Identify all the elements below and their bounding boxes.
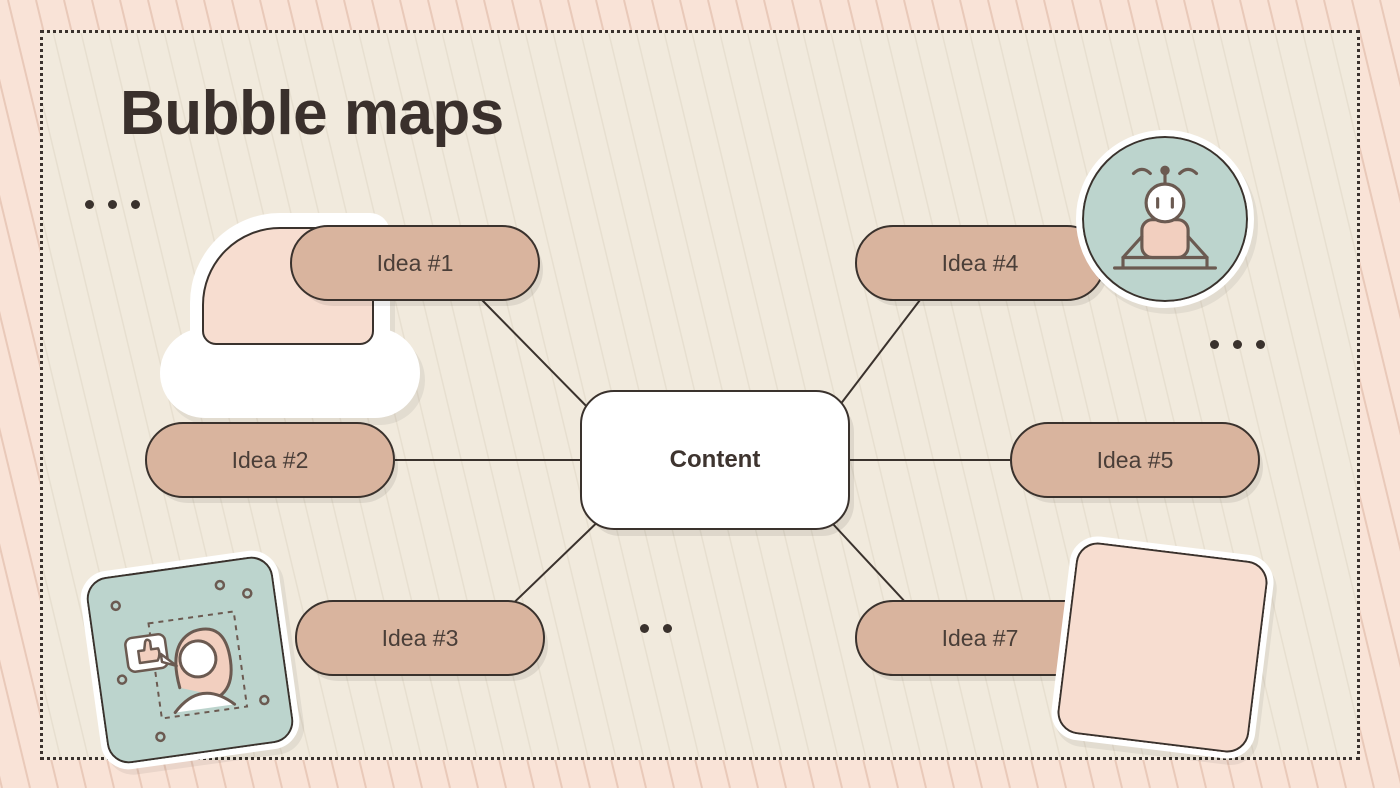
node-label: Idea #1 (377, 250, 454, 277)
decor-dot (640, 624, 649, 633)
dots-right (1210, 340, 1265, 349)
node-idea1: Idea #1 (290, 225, 540, 301)
avatar-thumbs-up-icon (77, 547, 303, 773)
decor-dot (1233, 340, 1242, 349)
node-idea3: Idea #3 (295, 600, 545, 676)
sticker-avatar (77, 547, 303, 773)
sticker-blank (1048, 533, 1276, 761)
page-title: Bubble maps (120, 78, 504, 149)
node-label: Idea #2 (232, 447, 309, 474)
node-label: Idea #7 (942, 625, 1019, 652)
dots-top-left (85, 200, 140, 209)
node-label: Idea #4 (942, 250, 1019, 277)
node-label: Idea #3 (382, 625, 459, 652)
center-node-label: Content (670, 446, 761, 474)
dots-middle (640, 624, 672, 633)
decor-dot (663, 624, 672, 633)
center-node: Content (580, 390, 850, 530)
node-idea4: Idea #4 (855, 225, 1105, 301)
node-idea5: Idea #5 (1010, 422, 1260, 498)
decor-dot (131, 200, 140, 209)
decor-dot (1256, 340, 1265, 349)
decor-dot (85, 200, 94, 209)
decor-dot (108, 200, 117, 209)
sticker-robot (1076, 130, 1254, 308)
node-idea2: Idea #2 (145, 422, 395, 498)
decor-dot (1210, 340, 1219, 349)
robot-icon (1076, 130, 1254, 308)
node-label: Idea #5 (1097, 447, 1174, 474)
